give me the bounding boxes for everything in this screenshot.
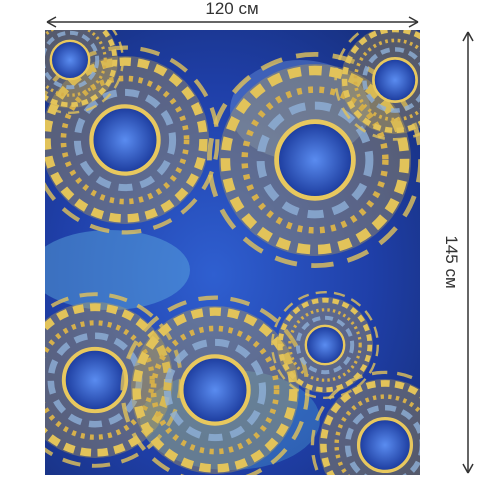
width-label: 120 см bbox=[205, 0, 258, 18]
tablecloth bbox=[45, 30, 420, 475]
height-label: 145 см bbox=[442, 235, 461, 288]
